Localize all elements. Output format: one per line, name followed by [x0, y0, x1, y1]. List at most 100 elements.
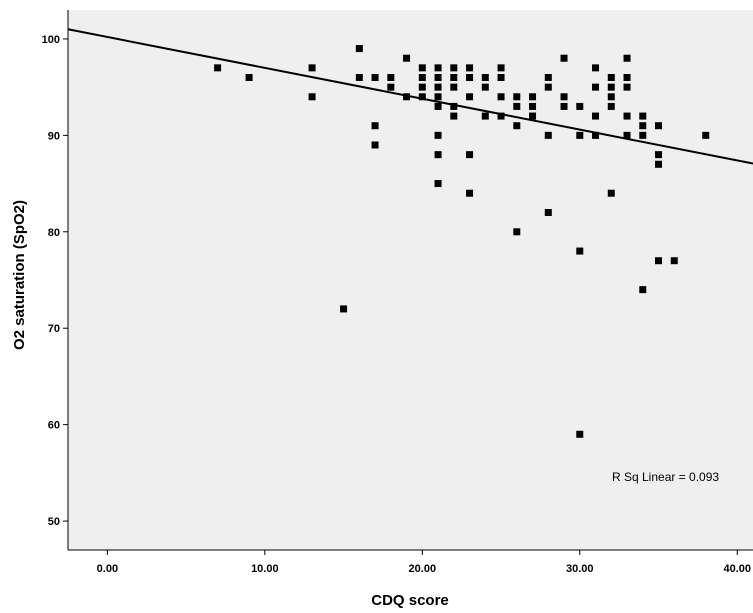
- data-point: [497, 64, 505, 72]
- data-point: [607, 93, 615, 101]
- data-point: [497, 93, 505, 101]
- data-point: [371, 74, 379, 81]
- data-point: [450, 112, 458, 120]
- data-point: [434, 93, 442, 101]
- data-point: [623, 112, 631, 120]
- data-point: [623, 74, 631, 81]
- data-point: [655, 151, 663, 159]
- r-squared-annotation: R Sq Linear = 0.093: [612, 470, 719, 484]
- data-point: [403, 54, 411, 62]
- data-point: [655, 160, 663, 168]
- data-point: [434, 102, 442, 110]
- data-point: [623, 83, 631, 91]
- data-point: [418, 83, 426, 91]
- fit-line-group: [67, 28, 753, 165]
- data-point: [544, 209, 552, 216]
- data-point: [466, 189, 474, 197]
- data-point: [607, 74, 615, 81]
- data-point: [450, 74, 458, 81]
- data-point: [607, 102, 615, 110]
- data-point: [308, 64, 316, 72]
- y-tick-label: 70: [48, 323, 60, 335]
- plot-background: [68, 10, 753, 550]
- data-point: [434, 74, 442, 81]
- data-point: [418, 93, 426, 101]
- y-axis-ticks: 50 60 70 80 90 100: [42, 34, 68, 528]
- data-point: [560, 54, 568, 62]
- x-tick-label: 30.00: [566, 563, 594, 575]
- data-point: [544, 131, 552, 139]
- x-axis-title: CDQ score: [371, 592, 449, 609]
- data-point: [529, 112, 537, 120]
- data-point: [387, 83, 395, 91]
- regression-line: [67, 28, 753, 165]
- data-point: [529, 102, 537, 110]
- data-point: [607, 83, 615, 91]
- y-tick-label: 90: [48, 130, 60, 142]
- data-point: [418, 74, 426, 81]
- data-point: [371, 122, 379, 130]
- data-point: [466, 74, 474, 81]
- data-point: [655, 122, 663, 130]
- data-point: [576, 430, 584, 438]
- data-point: [371, 141, 379, 149]
- data-point: [623, 54, 631, 62]
- data-point: [592, 83, 600, 91]
- x-tick-label: 0.00: [97, 563, 118, 575]
- data-point: [387, 74, 395, 81]
- x-axis-ticks: 0.00 10.00 20.00 30.00 40.00: [97, 550, 751, 575]
- data-point: [450, 83, 458, 91]
- y-tick-label: 60: [48, 420, 60, 432]
- data-point: [466, 93, 474, 101]
- data-point: [560, 102, 568, 110]
- data-point: [623, 131, 631, 139]
- data-point: [513, 102, 521, 110]
- y-tick-label: 100: [42, 34, 60, 46]
- x-tick-label: 40.00: [723, 563, 751, 575]
- y-tick-label: 80: [48, 227, 60, 239]
- data-point: [434, 83, 442, 91]
- data-point: [655, 257, 663, 265]
- data-point: [592, 112, 600, 120]
- data-point: [466, 151, 474, 159]
- data-point: [434, 64, 442, 72]
- data-point: [592, 64, 600, 72]
- data-point: [245, 74, 253, 81]
- data-point: [513, 93, 521, 101]
- data-points: [214, 45, 710, 438]
- data-point: [670, 257, 678, 265]
- data-point: [434, 151, 442, 159]
- data-point: [355, 74, 363, 81]
- data-point: [497, 74, 505, 81]
- data-point: [513, 122, 521, 130]
- data-point: [544, 83, 552, 91]
- data-point: [576, 102, 584, 110]
- data-point: [434, 131, 442, 139]
- data-point: [418, 64, 426, 72]
- data-point: [639, 286, 647, 294]
- data-point: [466, 64, 474, 72]
- data-point: [639, 131, 647, 139]
- data-point: [592, 131, 600, 139]
- data-point: [450, 102, 458, 110]
- data-point: [529, 93, 537, 101]
- data-point: [355, 45, 363, 53]
- data-point: [214, 64, 222, 72]
- data-point: [340, 305, 348, 313]
- x-tick-label: 20.00: [409, 563, 437, 575]
- data-point: [403, 93, 411, 101]
- data-point: [560, 93, 568, 101]
- data-point: [513, 228, 521, 236]
- data-point: [639, 112, 647, 120]
- data-point: [450, 64, 458, 72]
- data-point: [576, 131, 584, 139]
- data-point: [639, 122, 647, 130]
- data-point: [607, 189, 615, 197]
- data-point: [434, 180, 442, 188]
- data-point: [481, 74, 489, 81]
- data-point: [497, 112, 505, 120]
- y-axis-title: O2 saturation (SpO2): [11, 200, 28, 350]
- y-tick-label: 50: [48, 516, 60, 528]
- x-tick-label: 10.00: [251, 563, 279, 575]
